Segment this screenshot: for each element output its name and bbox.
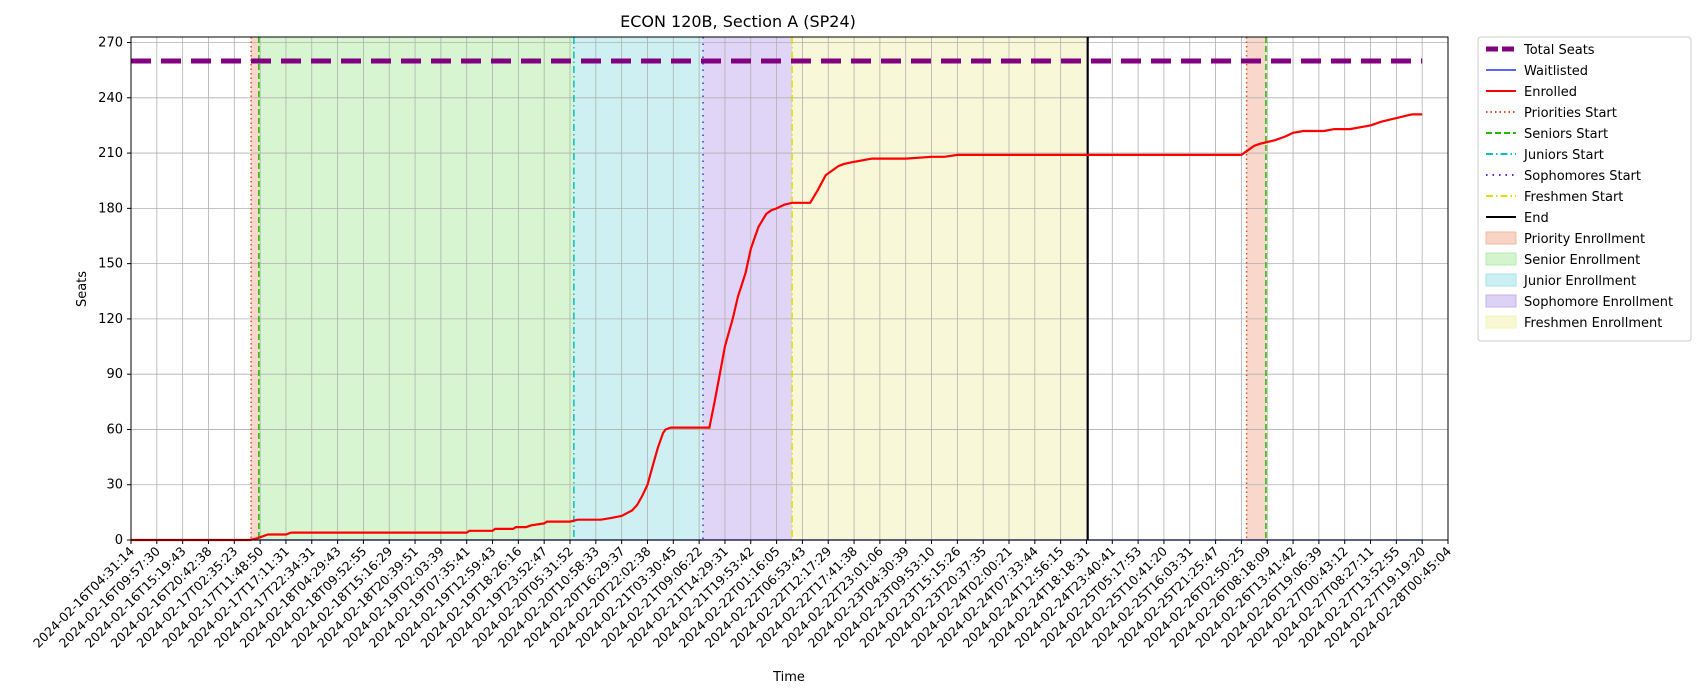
y-tick-label: 180 <box>98 201 123 216</box>
legend-label: Seniors Start <box>1524 127 1608 142</box>
span-3 <box>702 37 793 540</box>
legend-label: Freshmen Enrollment <box>1524 316 1662 331</box>
phase-markers <box>250 37 1267 540</box>
y-axis: 0 30 60 90 120 150 180 210 240 270 <box>98 36 131 548</box>
legend-label: Sophomore Enrollment <box>1524 295 1673 310</box>
y-tick-label: 60 <box>106 422 123 437</box>
legend: Total Seats Waitlisted Enrolled Priorities … <box>1477 36 1692 342</box>
legend-swatch <box>1485 252 1517 266</box>
legend-label: End <box>1524 211 1549 226</box>
y-tick-label: 210 <box>98 146 123 161</box>
legend-label: Waitlisted <box>1524 64 1588 79</box>
enrollment-phase-spans <box>251 37 1266 540</box>
y-tick-label: 150 <box>98 257 123 272</box>
legend-frame <box>1477 36 1692 342</box>
x-axis-label: Time <box>772 670 805 685</box>
x-axis: 2024-02-16T04:31:142024-02-16T09:57:3020… <box>30 540 1454 651</box>
legend-swatch <box>1485 231 1517 245</box>
y-axis-label: Seats <box>75 271 90 307</box>
legend-label: Senior Enrollment <box>1524 253 1640 268</box>
y-tick-label: 240 <box>98 91 123 106</box>
span-4 <box>792 37 1088 540</box>
legend-label: Priorities Start <box>1524 106 1617 121</box>
legend-label: Priority Enrollment <box>1524 232 1645 247</box>
y-tick-label: 90 <box>106 367 123 382</box>
legend-label: Junior Enrollment <box>1523 274 1636 289</box>
span-5 <box>1246 37 1266 540</box>
legend-label: Freshmen Start <box>1524 190 1623 205</box>
series-line-2 <box>131 113 1423 542</box>
legend-swatch <box>1485 273 1517 287</box>
legend-label: Total Seats <box>1523 43 1595 58</box>
legend-label: Enrolled <box>1524 85 1577 100</box>
y-tick-label: 0 <box>115 533 123 548</box>
legend-swatch <box>1485 315 1517 329</box>
grid-lines <box>130 37 1449 541</box>
legend-label: Sophomores Start <box>1524 169 1641 184</box>
y-tick-label: 120 <box>98 312 123 327</box>
chart-title: ECON 120B, Section A (SP24) <box>620 12 856 31</box>
y-tick-label: 270 <box>98 36 123 51</box>
y-tick-label: 30 <box>106 478 123 493</box>
legend-label: Juniors Start <box>1523 148 1604 163</box>
span-1 <box>258 37 574 540</box>
span-0 <box>251 37 259 540</box>
span-2 <box>573 37 703 540</box>
plot-frame <box>130 36 1449 541</box>
legend-swatch <box>1485 294 1517 308</box>
